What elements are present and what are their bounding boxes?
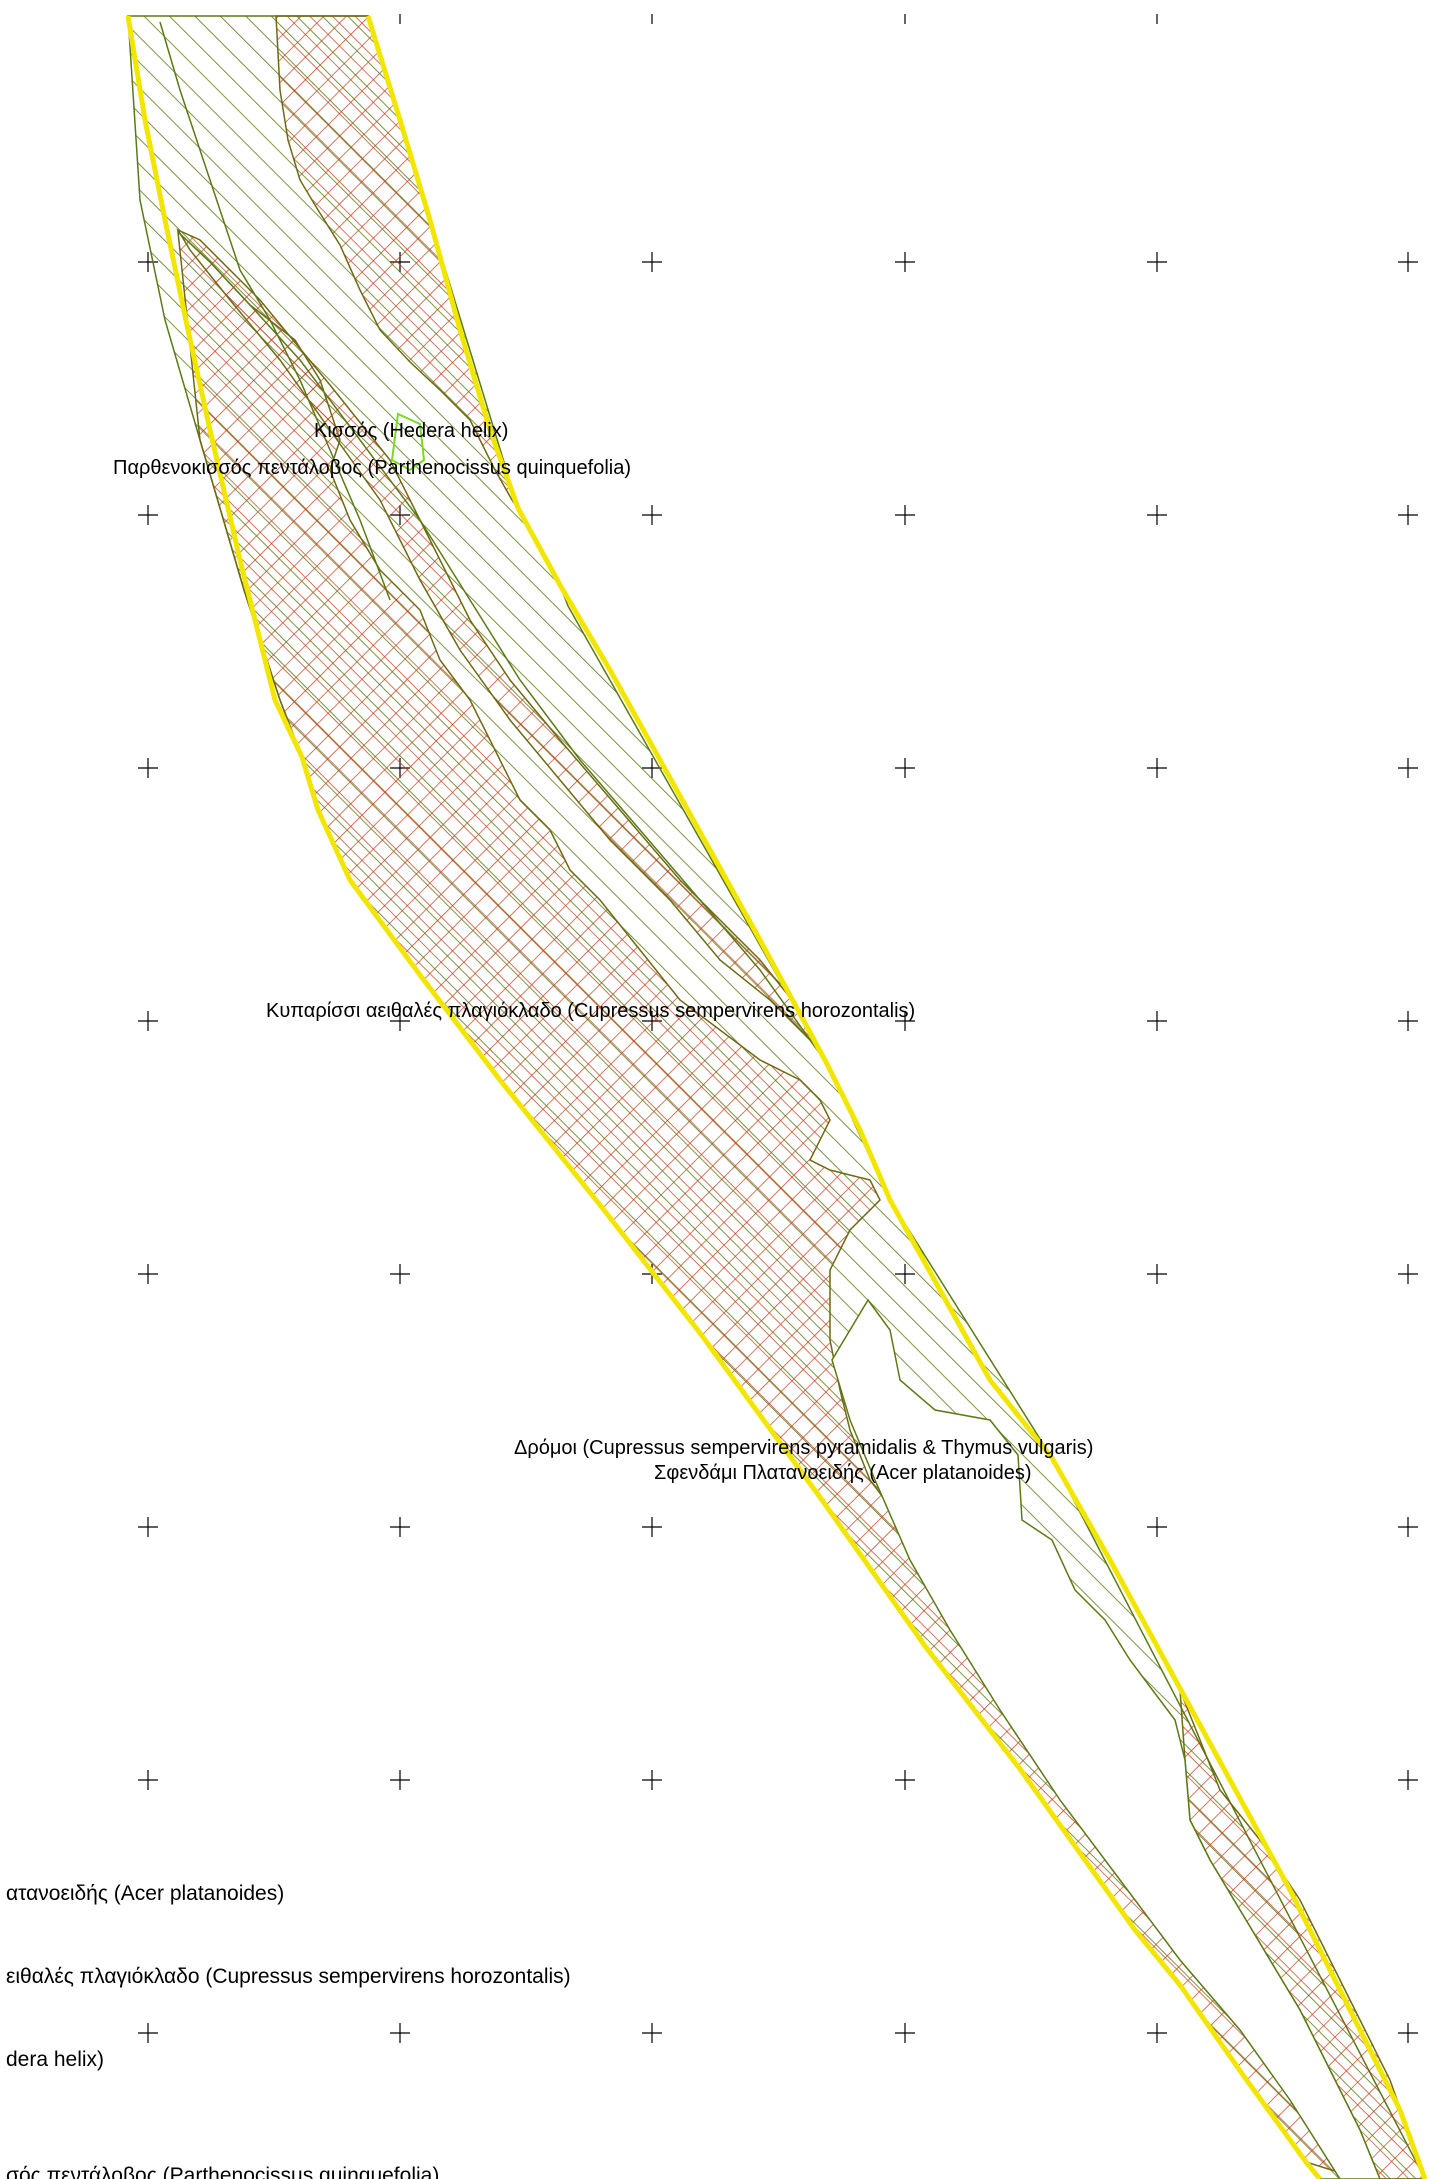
grid-cross-marker bbox=[390, 1264, 410, 1284]
grid-cross-marker bbox=[1398, 252, 1418, 272]
grid-cross-marker bbox=[642, 1517, 662, 1537]
label-acer-platanoides: Σφενδάμι Πλατανοειδής (Acer platanoides) bbox=[654, 1462, 1032, 1484]
grid-cross-marker bbox=[642, 1770, 662, 1790]
grid-cross-marker bbox=[390, 1770, 410, 1790]
grid-cross-marker bbox=[895, 1770, 915, 1790]
grid-cross-marker bbox=[895, 252, 915, 272]
grid-cross-marker bbox=[895, 1011, 915, 1031]
internal-boundary-line-2 bbox=[159, 21, 391, 601]
grid-cross-marker bbox=[642, 505, 662, 525]
grid-cross-marker bbox=[642, 2023, 662, 2043]
grid-cross-marker bbox=[390, 1517, 410, 1537]
grid-cross-marker bbox=[1398, 2023, 1418, 2043]
grid-cross-marker bbox=[1147, 2023, 1167, 2043]
site-boundary-right bbox=[365, 15, 1428, 2179]
grid-cross-marker bbox=[1147, 1264, 1167, 1284]
grid-cross-marker bbox=[1398, 1011, 1418, 1031]
grid-cross-marker bbox=[138, 1011, 158, 1031]
grid-cross-marker bbox=[390, 2023, 410, 2043]
label-parthenocissus: Παρθενοκισσός πεντάλοβος (Parthenocissus… bbox=[113, 457, 632, 479]
grid-cross-marker bbox=[1147, 758, 1167, 778]
label-cupressus-horizontalis: Κυπαρίσσι αειθαλές πλαγιόκλαδο (Cupressu… bbox=[266, 1000, 916, 1022]
site-boundary-left bbox=[125, 15, 1322, 2179]
grid-cross-marker bbox=[138, 505, 158, 525]
legend-item-parthenocissus: σός πεντάλοβος (Parthenocissus quinquefo… bbox=[6, 2164, 440, 2179]
grid-cross-marker bbox=[1398, 758, 1418, 778]
grid-cross-marker bbox=[895, 758, 915, 778]
legend-item-acer: ατανοειδής (Acer platanoides) bbox=[6, 1882, 285, 1905]
grid-cross-marker bbox=[895, 505, 915, 525]
grid-cross-marker bbox=[1147, 505, 1167, 525]
grid-cross-marker bbox=[138, 1770, 158, 1790]
label-paths: Δρόμοι (Cupressus sempervirens pyramidal… bbox=[514, 1437, 1094, 1459]
internal-boundary-line-1 bbox=[177, 231, 827, 1063]
grid-cross-marker bbox=[138, 1517, 158, 1537]
grid-cross-marker bbox=[895, 2023, 915, 2043]
grid-cross-marker bbox=[1147, 252, 1167, 272]
grid-cross-marker bbox=[138, 1264, 158, 1284]
legend-item-hedera: dera helix) bbox=[6, 2048, 105, 2071]
grid-cross-marker bbox=[1147, 1517, 1167, 1537]
grid-cross-marker bbox=[1398, 1264, 1418, 1284]
grid-cross-marker bbox=[138, 758, 158, 778]
grid-cross-marker bbox=[1398, 1770, 1418, 1790]
label-hedera-helix: Κισσός (Hedera helix) bbox=[314, 420, 509, 442]
grid-cross-marker bbox=[1147, 1011, 1167, 1031]
hedera-helix-patch[interactable] bbox=[390, 412, 426, 472]
grid-markers bbox=[138, 14, 1418, 2043]
legend-item-cupressus: ειθαλές πλαγιόκλαδο (Cupressus sempervir… bbox=[6, 1965, 571, 1988]
grid-cross-marker bbox=[1398, 1517, 1418, 1537]
void-area bbox=[831, 1298, 1381, 2179]
grid-cross-marker bbox=[138, 2023, 158, 2043]
grid-cross-marker bbox=[1398, 505, 1418, 525]
grid-cross-marker bbox=[642, 252, 662, 272]
grid-cross-marker bbox=[390, 1011, 410, 1031]
